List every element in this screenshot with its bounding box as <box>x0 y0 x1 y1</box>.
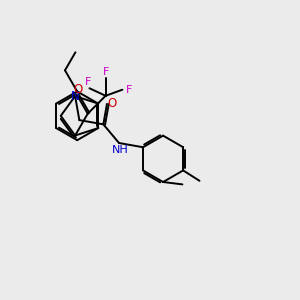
Text: F: F <box>85 77 91 87</box>
Text: NH: NH <box>112 145 129 154</box>
Text: F: F <box>102 67 109 77</box>
Text: O: O <box>108 97 117 110</box>
Text: O: O <box>74 83 83 96</box>
Text: N: N <box>71 90 80 103</box>
Text: F: F <box>126 85 132 95</box>
